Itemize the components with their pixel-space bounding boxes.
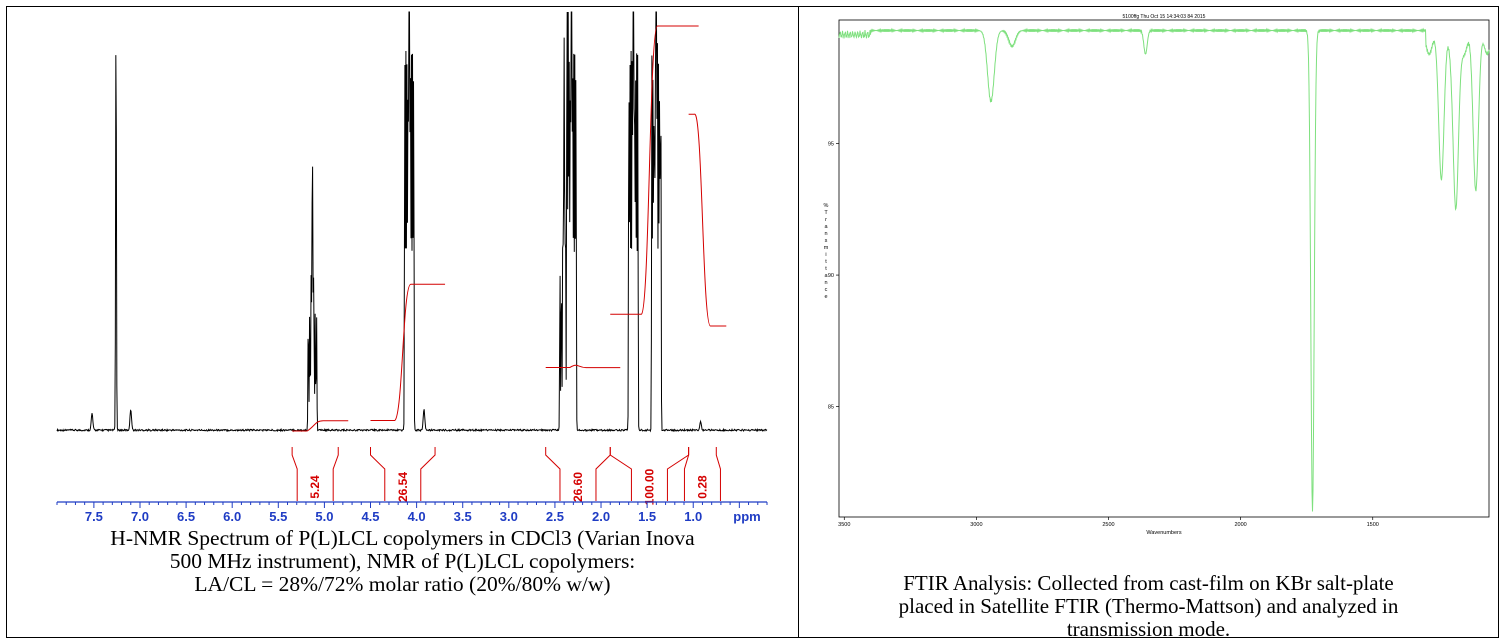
nmr-integral-bracket [683,447,721,501]
nmr-x-axis: 7.5 7.0 6.5 6.0 5.5 5.0 4.5 4.0 3.5 3.0 2.5 2.0 1.5 1… [56,501,768,524]
nmr-integral-label: 26.60 [571,472,585,502]
nmr-caption-line-1: H-NMR Spectrum of P(L)LCL copolymers in … [110,526,695,550]
nmr-integral-curve [370,283,446,422]
nmr-caption-line-2: 500 MHz instrument), NMR of P(L)LCL copo… [169,549,636,573]
ftir-caption-line-2: placed in Satellite FTIR (Thermo-Mattson… [898,594,1399,618]
ftir-x-tick-label: 1500 [1367,522,1379,528]
ftir-plot-frame [838,19,1490,518]
nmr-x-axis-label: ppm [733,509,760,524]
nmr-integral-label: 26.54 [396,472,410,502]
nmr-spectrum-chart: 5.24 26.54 26.60 100.00 0.28 7.5 7.0 6.5 6.0 5.5… [56,11,768,524]
nmr-integral-curve [292,420,349,432]
nmr-x-tick-label: 2.5 [546,509,564,524]
nmr-integral-label: 100.00 [642,468,656,505]
ftir-y-tick-label: 90 [828,273,834,279]
ftir-x-axis-label: Wavenumbers [1146,530,1182,536]
nmr-caption: H-NMR Spectrum of P(L)LCL copolymers in … [7,527,798,596]
nmr-panel: 5.24 26.54 26.60 100.00 0.28 7.5 7.0 6.5 6.0 5.5… [7,7,798,637]
ftir-caption-line-1: FTIR Analysis: Collected from cast-film … [903,571,1394,595]
nmr-integrals: 5.24 26.54 26.60 100.00 0.28 [291,25,727,505]
ftir-x-tick-label: 3500 [838,522,850,528]
nmr-integral-curve [688,113,727,327]
nmr-x-tick-label: 1.5 [638,509,656,524]
nmr-x-tick-label: 7.0 [131,509,149,524]
nmr-integral-bracket [370,447,436,501]
nmr-integral-label: 0.28 [695,475,709,499]
ftir-spectrum-chart: 5100ffg Thu Oct 15 14:34:03 84 2015 3500… [824,14,1490,536]
nmr-x-tick-label: 4.0 [408,509,426,524]
nmr-integral-curve [610,25,699,315]
nmr-x-tick-label: 3.0 [500,509,518,524]
nmr-x-tick-label: 7.5 [85,509,103,524]
ftir-x-tick-label: 2000 [1235,522,1247,528]
nmr-x-tick-label: 2.0 [592,509,610,524]
nmr-integral-label: 5.24 [308,475,322,499]
ftir-caption-line-3: transmission mode. [1066,617,1231,641]
ftir-spectrum-trace [838,27,1490,512]
nmr-integral-bracket [291,447,339,501]
nmr-x-tick-label: 1.0 [684,509,702,524]
figure-frame [6,6,1499,638]
nmr-x-tick-label: 6.0 [223,509,241,524]
nmr-x-tick-label: 3.5 [454,509,472,524]
nmr-x-tick-label: 5.5 [269,509,287,524]
panel-divider [798,6,799,638]
nmr-x-tick-label: 4.5 [361,509,379,524]
nmr-integral-curve [545,364,621,369]
ftir-y-tick-label: 85 [828,405,834,411]
nmr-caption-line-3: LA/CL = 28%/72% molar ratio (20%/80% w/w… [194,572,611,596]
ftir-panel: 5100ffg Thu Oct 15 14:34:03 84 2015 3500… [799,7,1498,641]
ftir-x-tick-label: 3000 [970,522,982,528]
ftir-caption: FTIR Analysis: Collected from cast-film … [799,572,1498,641]
ftir-header-text: 5100ffg Thu Oct 15 14:34:03 84 2015 [1123,14,1206,20]
ftir-x-tick-label: 2500 [1102,522,1114,528]
ftir-y-tick-label: 95 [828,142,834,148]
nmr-spectrum-trace [56,11,768,433]
nmr-x-tick-label: 6.5 [177,509,195,524]
nmr-x-tick-label: 5.0 [315,509,333,524]
